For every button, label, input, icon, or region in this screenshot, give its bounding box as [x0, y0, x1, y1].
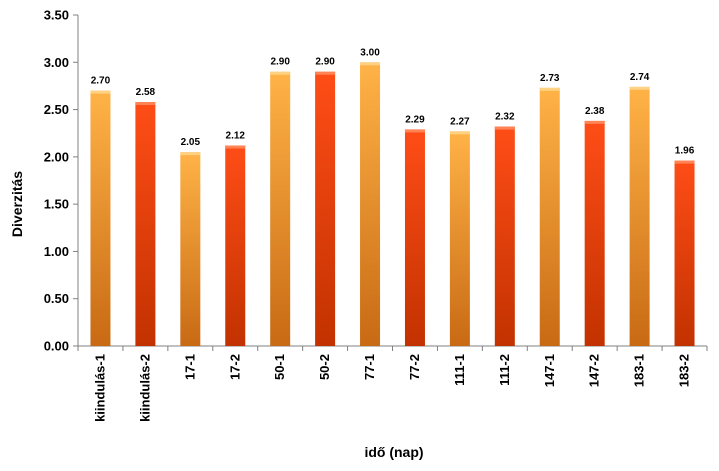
- y-tick-label: 1.50: [44, 197, 69, 212]
- bar: [90, 90, 111, 347]
- x-tick-label: 183-1: [632, 354, 647, 387]
- y-tick-label: 2.00: [44, 149, 69, 164]
- x-tick-label: 77-1: [362, 354, 377, 380]
- y-tick-label: 3.00: [44, 55, 69, 70]
- x-tick-label: 50-1: [272, 354, 287, 380]
- bar: [225, 145, 246, 346]
- bar-top: [135, 102, 156, 106]
- x-axis-title: idő (nap): [364, 444, 423, 460]
- bar-top: [449, 131, 470, 135]
- bar: [629, 86, 650, 347]
- bar-top: [494, 126, 515, 130]
- bar: [315, 71, 336, 346]
- bar-top: [180, 152, 201, 156]
- x-tick-label: 111-2: [497, 354, 512, 386]
- bar: [180, 152, 201, 346]
- bar-top: [404, 129, 425, 133]
- data-label: 2.05: [181, 137, 201, 148]
- data-label: 2.74: [630, 72, 650, 83]
- x-tick-label: 147-1: [542, 354, 557, 387]
- data-label: 2.29: [405, 114, 425, 125]
- y-tick-label: 0.50: [44, 291, 69, 306]
- y-tick-label: 1.00: [44, 244, 69, 259]
- bar: [584, 120, 605, 346]
- data-label: 2.27: [450, 116, 470, 127]
- x-tick-label: 77-2: [407, 354, 422, 380]
- bar-top: [270, 71, 291, 75]
- x-tick-label: 17-1: [182, 354, 197, 380]
- y-tick-label: 0.00: [44, 339, 69, 354]
- data-label: 2.32: [495, 112, 515, 123]
- data-label: 2.58: [136, 87, 156, 98]
- y-tick-label: 2.50: [44, 102, 69, 117]
- bar-top: [225, 145, 246, 149]
- bar: [494, 126, 515, 346]
- x-tick-label: 17-2: [227, 354, 242, 380]
- data-label: 2.73: [540, 73, 560, 84]
- data-label: 3.00: [360, 47, 380, 58]
- x-tick-label: 111-1: [452, 354, 467, 386]
- bar: [270, 71, 291, 346]
- bar-top: [90, 90, 111, 94]
- bar-top: [584, 120, 605, 124]
- data-label: 2.90: [315, 57, 335, 68]
- data-label: 2.12: [226, 131, 246, 142]
- x-tick-label: 50-2: [317, 354, 332, 380]
- bar: [360, 62, 381, 347]
- y-axis-title: Diverzitás: [9, 171, 25, 237]
- bar-top: [315, 71, 336, 75]
- bar-top: [539, 87, 560, 91]
- bar: [404, 129, 425, 346]
- x-tick-label: kiindulás-2: [137, 354, 152, 422]
- bar-top: [674, 160, 695, 164]
- y-tick-label: 3.50: [44, 8, 69, 23]
- bar-top: [360, 62, 381, 66]
- bar: [449, 131, 470, 346]
- bar: [539, 87, 560, 346]
- x-tick-label: kiindulás-1: [92, 354, 107, 422]
- bar: [135, 102, 156, 347]
- bar: [674, 160, 695, 346]
- data-label: 1.96: [675, 146, 695, 157]
- x-tick-label: 147-2: [587, 354, 602, 387]
- bar-top: [629, 86, 650, 90]
- data-label: 2.70: [91, 76, 111, 87]
- data-label: 2.38: [585, 106, 605, 117]
- plot-area: 0.00 0.50 1.00 1.50 2.00 2.50 3.00 3.50 2.70 kiin…: [44, 8, 708, 422]
- x-tick-label: 183-2: [677, 354, 692, 387]
- data-label: 2.90: [270, 57, 290, 68]
